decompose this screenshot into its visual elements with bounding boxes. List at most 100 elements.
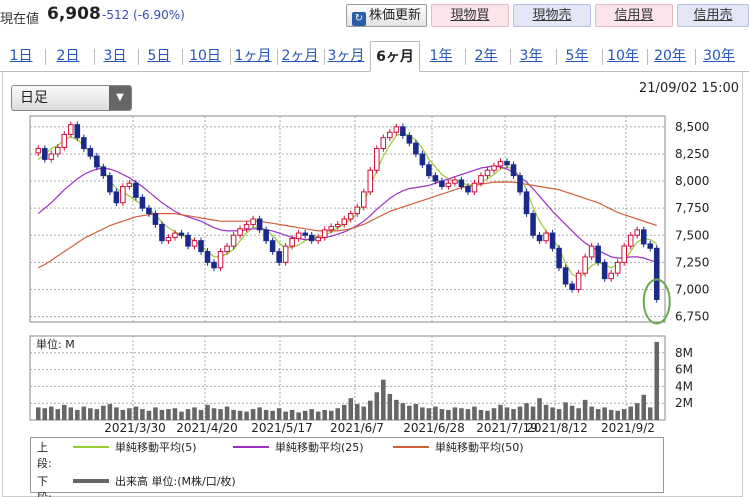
candle-body: [465, 185, 471, 193]
candle-body: [224, 245, 230, 253]
tab-2[interactable]: 3日: [103, 48, 127, 64]
tab-7[interactable]: 3ヶ月: [327, 48, 365, 64]
volume-bar: [244, 411, 249, 420]
legend-ma5-swatch: [73, 446, 109, 448]
volume-bar: [381, 379, 386, 420]
candle-body: [452, 179, 458, 184]
tab-0[interactable]: 1日: [9, 48, 33, 64]
tab-10[interactable]: 2年: [474, 48, 498, 64]
volume-bar: [498, 404, 503, 420]
legend-ma25-label: 単純移動平均(25): [275, 441, 364, 454]
candle-body: [74, 124, 81, 139]
candle-body: [94, 155, 100, 168]
volume-bar: [276, 408, 282, 420]
volume-bar: [472, 406, 477, 420]
tab-3[interactable]: 5日: [147, 48, 171, 64]
tab-14[interactable]: 20年: [654, 48, 686, 64]
volume-bar: [543, 404, 549, 420]
candle-body: [256, 218, 263, 231]
candle-body: [217, 251, 224, 269]
volume-bar: [452, 407, 458, 420]
candle-body: [328, 226, 335, 231]
tab-separator: [556, 49, 557, 65]
volume-bar: [283, 411, 288, 420]
volume-bar: [504, 407, 510, 420]
candle-body: [387, 131, 393, 139]
volume-bar: [133, 406, 139, 420]
volume-bar: [42, 408, 48, 420]
period-select-value: 日足: [20, 90, 48, 106]
margin-buy-button[interactable]: 信用買: [595, 4, 673, 27]
period-select[interactable]: 日足 ▼: [11, 85, 132, 111]
candle-body: [126, 182, 133, 187]
spot-buy-button[interactable]: 現物買: [431, 4, 509, 27]
volume-bar: [81, 406, 87, 420]
candle-body: [647, 243, 654, 249]
volume-bar: [374, 392, 380, 420]
legend-ma5-label: 単純移動平均(5): [115, 441, 197, 454]
volume-bar: [140, 409, 145, 420]
volume-tick-label: 8M: [675, 346, 693, 360]
volume-bar: [231, 409, 236, 420]
candle-body: [185, 234, 191, 247]
tab-separator: [182, 49, 183, 65]
volume-bar: [446, 409, 451, 420]
candle-body: [458, 179, 465, 187]
volume-bar: [257, 407, 262, 420]
candle-body: [289, 238, 295, 247]
candle-body: [640, 229, 647, 245]
candle-body: [575, 272, 582, 290]
candle-body: [523, 191, 530, 215]
volume-bar: [205, 404, 210, 420]
tab-13[interactable]: 10年: [607, 48, 639, 64]
volume-bar: [270, 410, 275, 420]
candle-body: [191, 240, 198, 247]
candle-body: [35, 148, 42, 154]
tab-4[interactable]: 10日: [189, 48, 221, 64]
tab-9[interactable]: 1年: [429, 48, 453, 64]
candle-body: [159, 223, 165, 242]
tab-separator: [465, 49, 466, 65]
refresh-price-button[interactable]: ↻ 株価更新: [346, 4, 427, 27]
volume-bar: [621, 409, 627, 420]
candle-body: [315, 236, 321, 242]
volume-bar: [322, 409, 327, 420]
volume-bar: [68, 407, 74, 420]
price-tick-label: 7,250: [675, 255, 709, 269]
tab-6[interactable]: 2ヶ月: [281, 48, 319, 64]
volume-bar: [35, 407, 41, 420]
volume-bar: [517, 406, 523, 420]
candle-body: [243, 223, 250, 230]
tab-8[interactable]: 6ヶ月: [370, 41, 420, 72]
margin-sell-label: 信用売: [693, 8, 733, 23]
refresh-price-label: 株価更新: [368, 8, 421, 23]
candle-body: [250, 218, 256, 225]
candle-body: [504, 161, 510, 166]
candle-body: [484, 169, 491, 177]
tab-11[interactable]: 3年: [519, 48, 543, 64]
tab-1[interactable]: 2日: [56, 48, 80, 64]
volume-bar: [250, 409, 256, 420]
candle-body: [68, 124, 74, 135]
candle-body: [41, 148, 48, 160]
spot-sell-button[interactable]: 現物売: [513, 4, 591, 27]
candle-body: [653, 247, 660, 300]
tab-15[interactable]: 30年: [703, 48, 735, 64]
volume-bar: [114, 407, 119, 420]
volume-bar: [589, 406, 594, 420]
margin-sell-button[interactable]: 信用売: [677, 4, 749, 27]
candle-body: [588, 245, 595, 258]
tab-12[interactable]: 5年: [565, 48, 589, 64]
volume-bar: [550, 407, 555, 420]
volume-bar: [413, 404, 419, 420]
candle-body: [146, 207, 152, 215]
volume-bar: [75, 409, 80, 420]
chevron-down-icon: ▼: [109, 86, 131, 110]
volume-bar: [48, 406, 54, 420]
volume-bar: [407, 405, 412, 420]
volume-tick-label: 4M: [675, 379, 693, 393]
candle-body: [165, 236, 172, 242]
volume-bar: [120, 409, 126, 420]
tab-5[interactable]: 1ヶ月: [234, 48, 272, 64]
x-tick-label: 2021/6/28: [403, 421, 465, 435]
